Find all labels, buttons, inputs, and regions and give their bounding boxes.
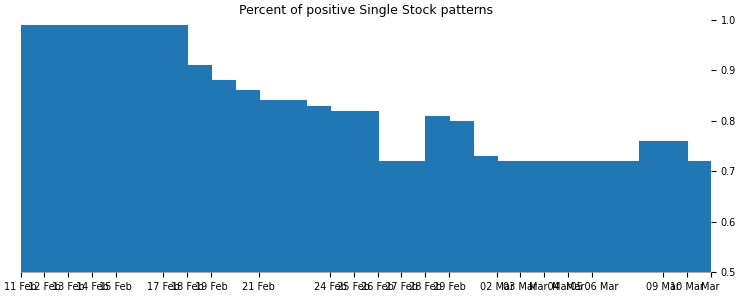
Title: Percent of positive Single Stock patterns: Percent of positive Single Stock pattern… <box>238 4 493 17</box>
